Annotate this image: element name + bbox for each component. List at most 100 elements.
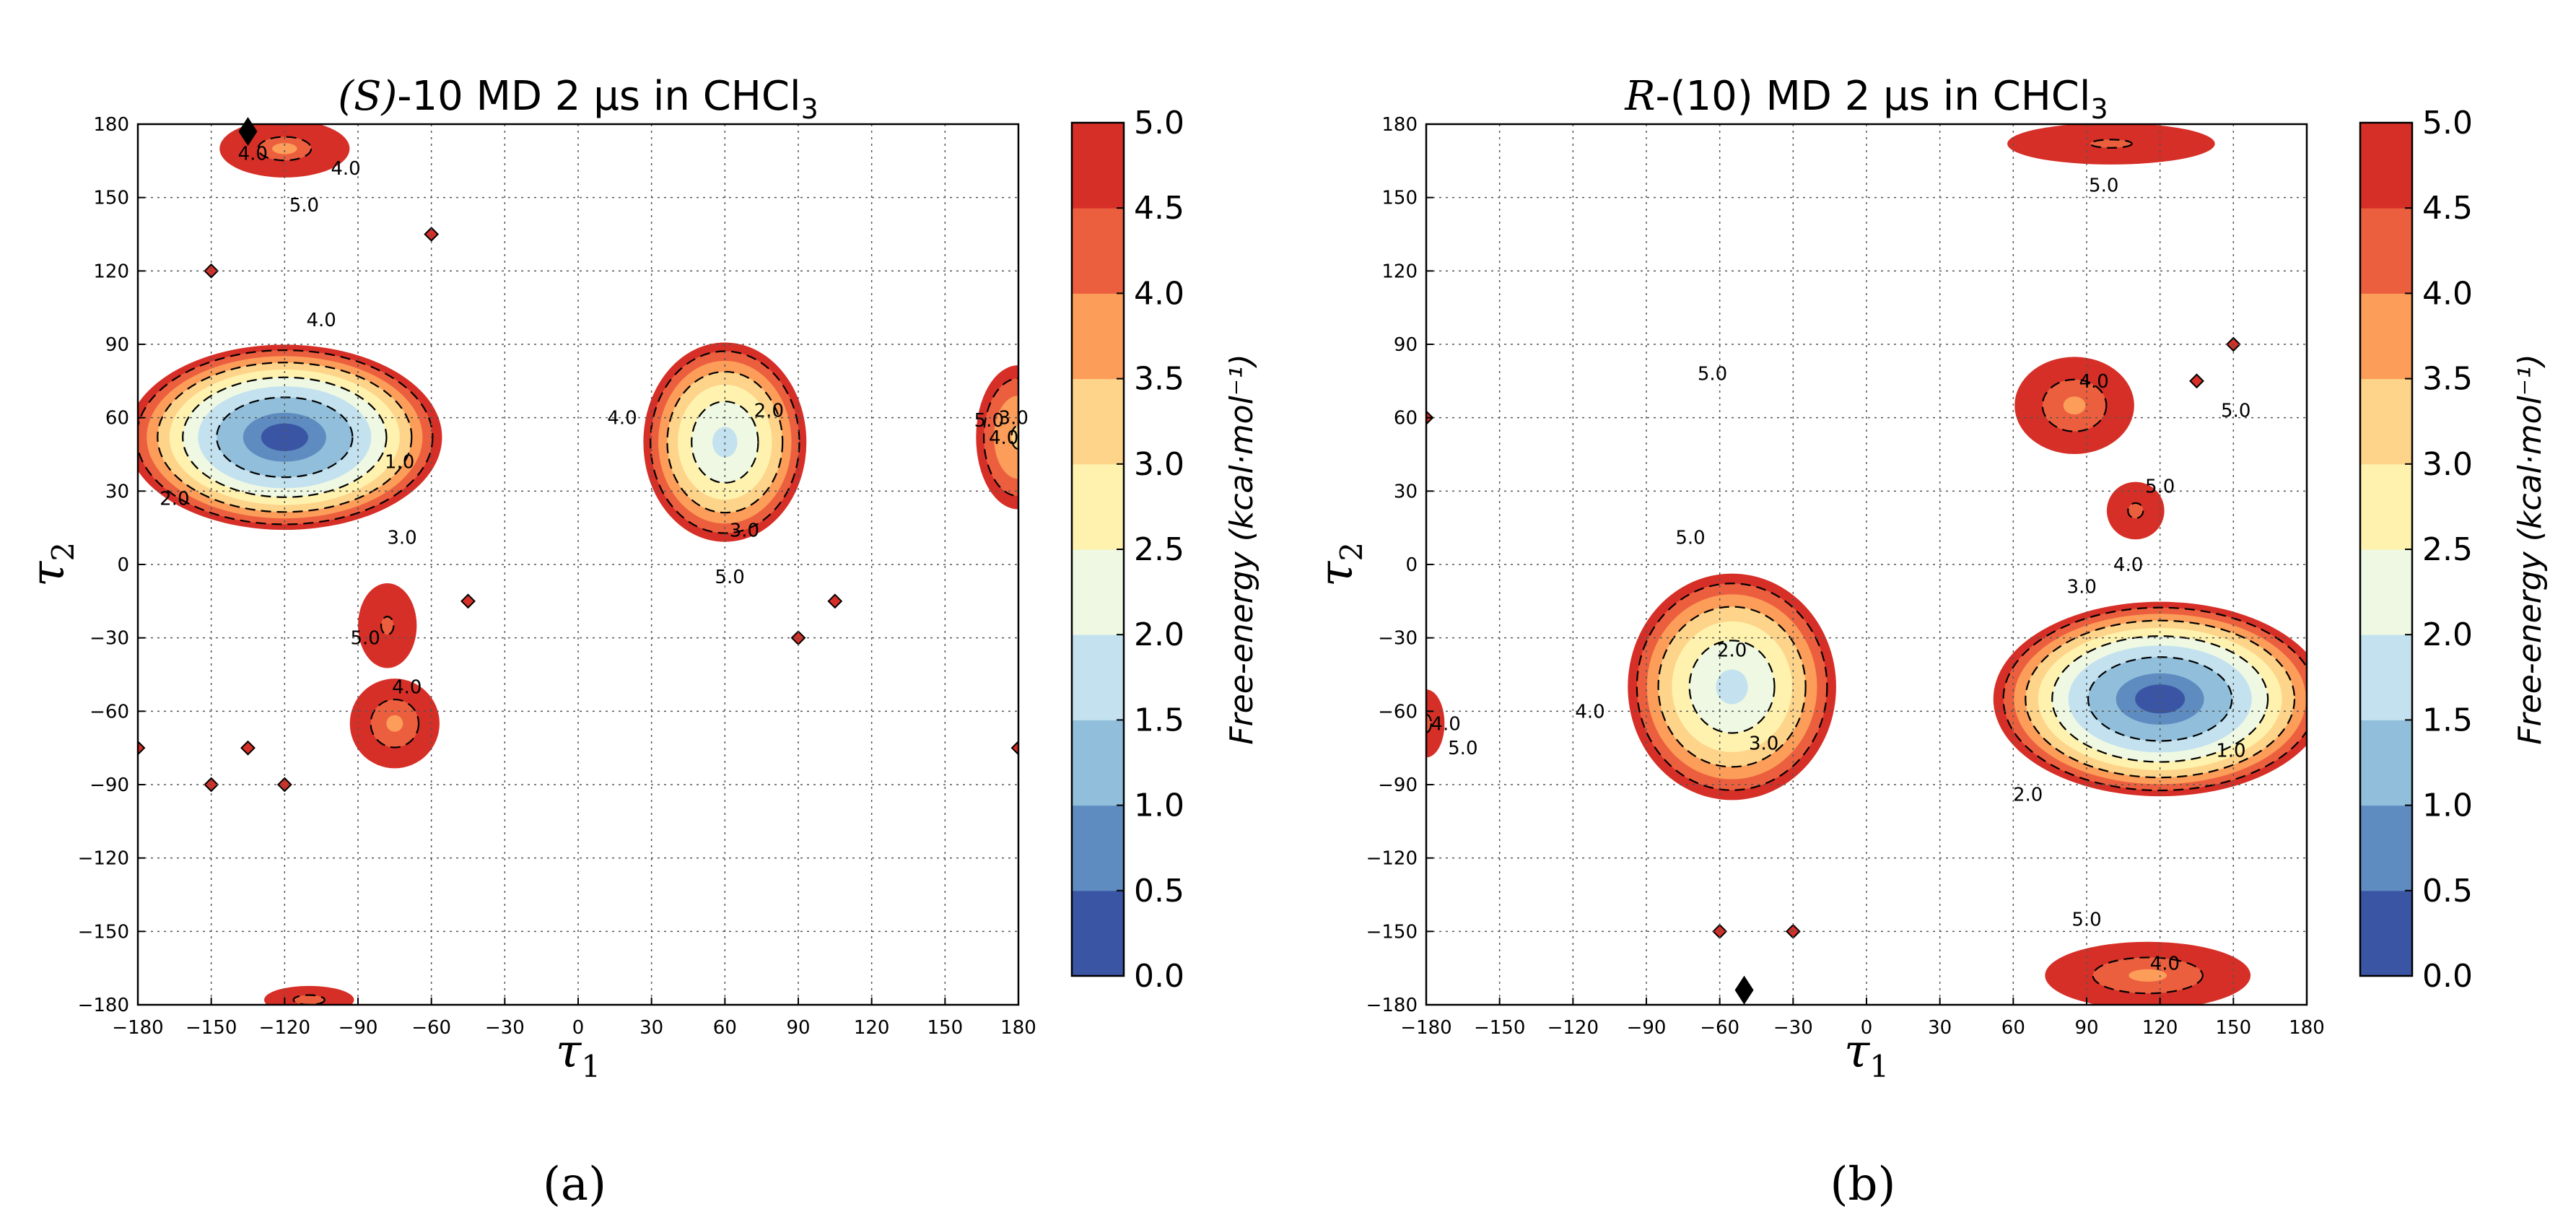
y-tick-label: 90 (1394, 334, 1418, 356)
y-tick-label: −30 (1378, 628, 1418, 650)
panel-label: (a) (543, 1158, 606, 1211)
colorbar-segment (2360, 293, 2412, 380)
y-tick-label: −90 (1378, 775, 1418, 796)
colorbar-tick-label: 4.5 (1134, 190, 1184, 227)
x-tick-label: −150 (185, 1017, 237, 1039)
panel-a: 4.0 4.0 5.0 4.0 1.0 2.0 3.0 5.0 4.0 4.0 2.0 3.0 5.0 5… (22, 73, 1260, 1211)
colorbar: 0.0 0.5 1.0 1.5 2.0 2.5 3.0 3.5 4.0 4.5 5.0 (1070, 105, 1184, 995)
basin (2007, 124, 2215, 165)
contour-line (182, 376, 388, 498)
contour-label: 5.0 (2089, 175, 2118, 197)
plot-area (1426, 124, 2307, 1005)
contour-line (370, 698, 420, 749)
colorbar-segment (2360, 805, 2412, 891)
contour-label: 2.0 (1717, 640, 1747, 662)
colorbar-tick-label: 4.0 (2422, 275, 2473, 312)
x-tick-label: −120 (1547, 1017, 1599, 1039)
x-tick-label: 30 (639, 1017, 663, 1039)
contour-fills (1426, 124, 2307, 1005)
x-tick-label: 90 (2074, 1017, 2098, 1039)
chart-title: (S)-10 MD 2 μs in CHCl3 (338, 73, 818, 125)
basin (2045, 941, 2251, 1005)
isolated-point (138, 740, 146, 756)
colorbar-label: Free-energy (kcal·mol⁻¹) (1223, 354, 1260, 745)
colorbar-segment (1072, 634, 1124, 720)
contour-label: 1.0 (2216, 741, 2245, 762)
x-tick-label: 0 (1861, 1017, 1873, 1039)
isolated-point (424, 227, 440, 242)
y-tick-label: 180 (93, 114, 129, 136)
contour-label: 5.0 (2071, 909, 2101, 930)
contour-label: 4.0 (306, 310, 336, 331)
basin (643, 342, 807, 542)
contour-band (994, 396, 1018, 479)
y-tick-label: 120 (1381, 261, 1418, 282)
x-tick-label: 150 (2216, 1017, 2252, 1039)
y-tick-label: 90 (105, 334, 129, 356)
contour-line (157, 362, 413, 513)
contour-label: 4.0 (989, 427, 1018, 449)
contour-band (293, 995, 325, 1005)
colorbar-segment (2360, 890, 2412, 977)
contour-label: 4.0 (331, 158, 360, 180)
colorbar-segment (1072, 463, 1124, 550)
y-tick-label: 0 (117, 554, 129, 576)
contour-band (2135, 684, 2186, 714)
y-tick-label: −120 (1366, 848, 1418, 870)
y-tick-label: 30 (105, 481, 129, 502)
y-axis-label: τ2 (1310, 542, 1369, 587)
contour-line (2092, 956, 2204, 995)
contour-band (381, 616, 394, 635)
colorbar-tick-label: 3.0 (1134, 446, 1184, 483)
colorbar: 0.0 0.5 1.0 1.5 2.0 2.5 3.0 3.5 4.0 4.5 5.0 (2359, 105, 2473, 995)
colorbar-tick-label: 4.0 (1134, 275, 1184, 312)
contour-band (1716, 669, 1748, 705)
x-tick-label: 180 (2289, 1017, 2325, 1039)
plot-area (138, 124, 1018, 1005)
contour-line (1636, 583, 1828, 791)
free-energy-chart-a: 4.04.05.04.01.02.03.05.04.04.0 2.03.05.05… (22, 73, 1260, 1211)
contour-label: 4.0 (2113, 554, 2143, 576)
contour-line (257, 136, 313, 162)
contour-label: 3.0 (2067, 577, 2097, 598)
colorbar-segment (2360, 720, 2412, 806)
contour-line (2041, 378, 2108, 432)
colorbar-tick-label: 5.0 (2422, 105, 2473, 141)
colorbar-segment (1072, 123, 1124, 209)
contour-line (691, 401, 759, 484)
contour-line (138, 349, 434, 525)
basin (1628, 573, 1836, 801)
isolated-point (827, 593, 843, 609)
y-tick-label: −90 (89, 775, 129, 796)
contour-label: 5.0 (974, 410, 1004, 432)
x-tick-label: 0 (572, 1017, 585, 1039)
colorbar-tick-label: 3.0 (2422, 446, 2473, 483)
contour-label: 3.0 (1749, 733, 1778, 754)
y-tick-label: 180 (1381, 114, 1418, 136)
basin (2106, 481, 2165, 540)
colorbar-segment (2360, 634, 2412, 720)
colorbar-tick-label: 1.0 (2422, 788, 2473, 824)
isolated-point (276, 777, 292, 793)
x-tick-label: −150 (1474, 1017, 1525, 1039)
contour-label: 3.0 (387, 528, 416, 549)
colorbar-tick-label: 0.5 (1134, 873, 1184, 910)
colorbar-segment (2360, 378, 2412, 465)
basin (1993, 601, 2307, 797)
basin (1426, 689, 1445, 758)
y-tick-label: 30 (1394, 481, 1418, 502)
y-tick-label: −60 (1378, 701, 1418, 723)
contour-label: 5.0 (2221, 401, 2250, 422)
colorbar-segment (2360, 463, 2412, 550)
y-tick-label: −60 (89, 701, 129, 723)
x-tick-label: −30 (485, 1017, 525, 1039)
contour-line (2025, 619, 2296, 779)
x-tick-label: −90 (1627, 1017, 1667, 1039)
contour-band (2129, 969, 2167, 982)
x-axis-label: τ1 (1844, 1025, 1889, 1084)
contour-band (712, 427, 738, 458)
y-tick-label: −180 (78, 995, 129, 1016)
contour-label: 3.0 (730, 520, 759, 542)
isolated-point (1010, 740, 1018, 756)
y-tick-label: 60 (1394, 408, 1418, 429)
